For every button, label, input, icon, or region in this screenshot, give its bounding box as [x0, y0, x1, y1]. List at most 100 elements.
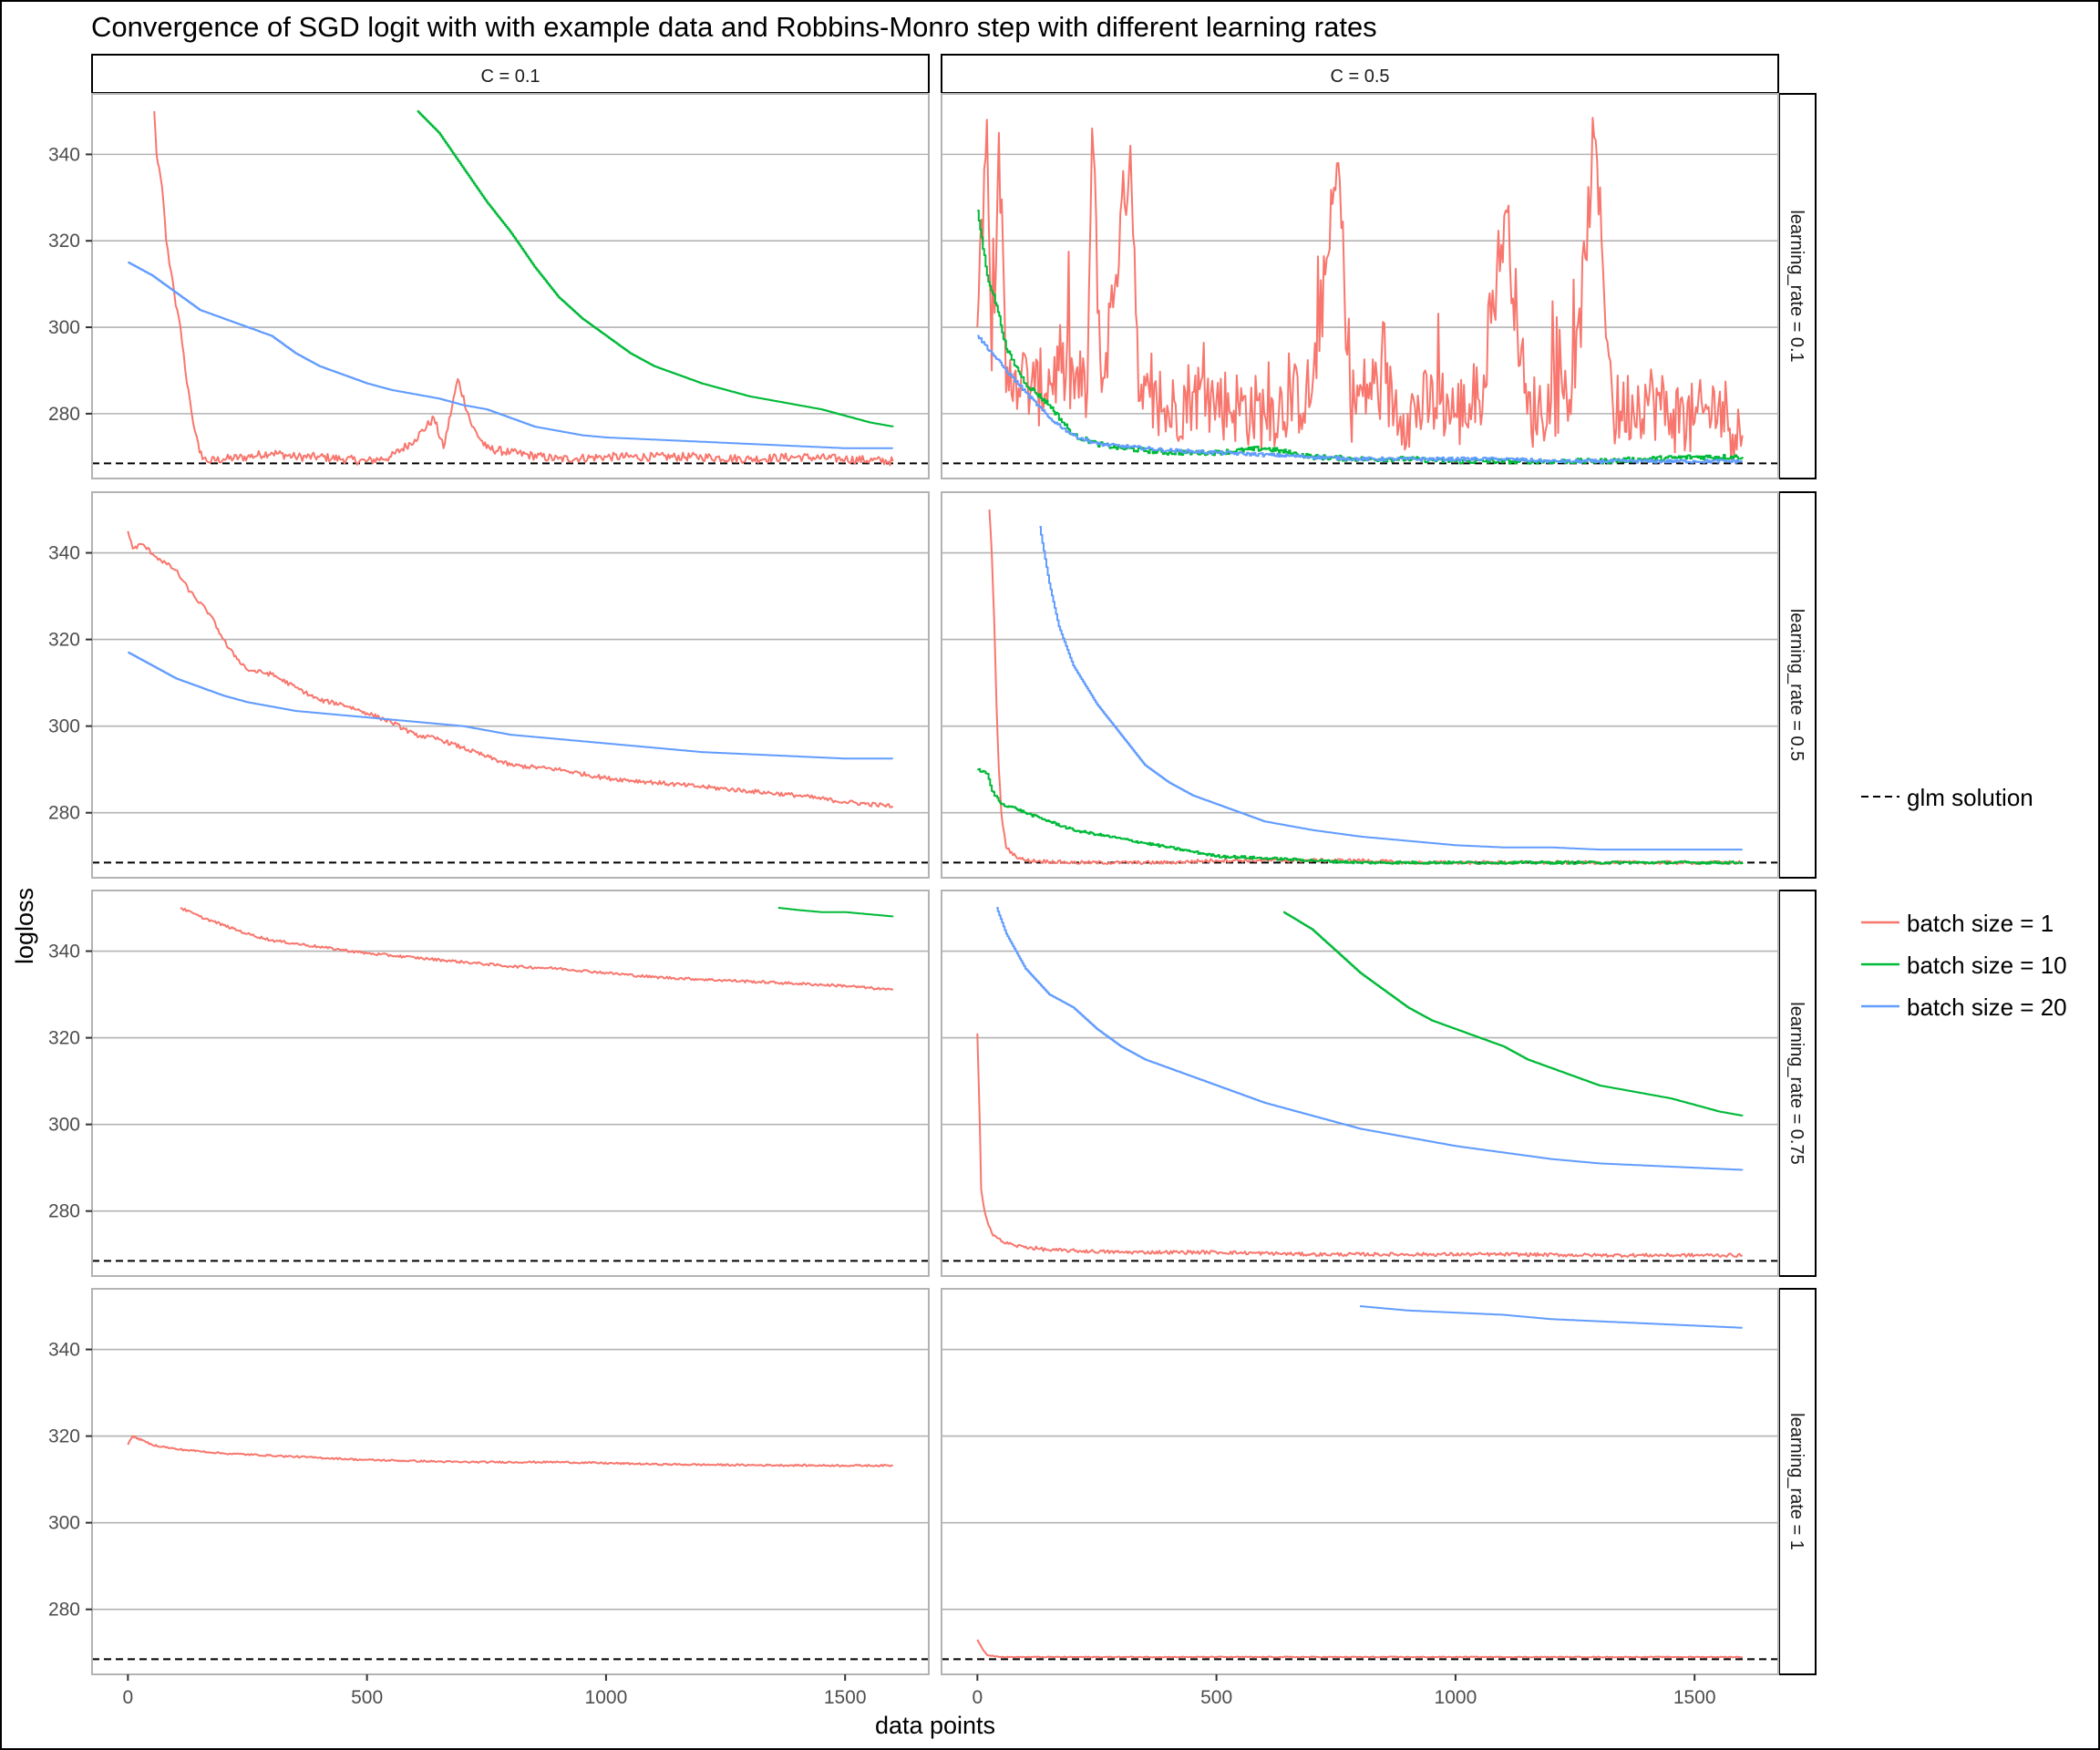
row-strip-box — [1778, 1288, 1817, 1675]
series-line-batch-size-20 — [977, 335, 1743, 464]
x-tick-label: 1500 — [824, 1687, 867, 1708]
y-tick-label: 300 — [48, 1115, 80, 1136]
series-line-batch-size-1 — [153, 110, 894, 467]
y-tick-label: 320 — [48, 231, 80, 252]
panel-2-1 — [92, 492, 929, 878]
column-strip-label: C = 0.5 — [1330, 67, 1389, 87]
facet-panels — [91, 93, 1779, 1675]
x-tick-label: 500 — [351, 1687, 383, 1708]
series-line-batch-size-20 — [128, 261, 893, 449]
y-tick-label: 320 — [48, 1028, 80, 1049]
panel-border — [941, 890, 1779, 1277]
y-tick-label: 280 — [48, 404, 80, 425]
panel-border — [941, 1288, 1779, 1675]
y-tick-label: 300 — [48, 317, 80, 338]
y-tick-label: 340 — [48, 543, 80, 564]
panel-4-2 — [942, 1289, 1778, 1674]
y-tick-label: 340 — [48, 144, 80, 165]
y-tick-label: 280 — [48, 1600, 80, 1621]
series-group — [976, 117, 1744, 465]
facet-row-strips: learning_rate = 0.1 learning_rate = 0.5 le… — [1778, 93, 1817, 1675]
y-tick-label: 320 — [48, 1426, 80, 1447]
x-tick-label: 0 — [122, 1687, 133, 1708]
series-group — [976, 1305, 1743, 1659]
series-group — [180, 907, 894, 992]
chart-title: Convergence of SGD logit with with examp… — [91, 11, 1377, 43]
series-line-batch-size-1 — [976, 117, 1744, 461]
y-tick-label: 340 — [48, 1340, 80, 1361]
x-tick-label: 1500 — [1673, 1687, 1716, 1708]
y-axis: 280 300 320 340 280 300 320 340 280 300 320 340 280 3… — [48, 144, 92, 1621]
panel-border — [91, 890, 930, 1277]
series-line-batch-size-20 — [1359, 1305, 1743, 1329]
panel-background — [92, 94, 929, 479]
legend-label-batch-size-1: batch size = 1 — [1907, 910, 2054, 937]
panel-background — [92, 890, 929, 1276]
series-line-batch-size-10 — [417, 110, 894, 427]
series-group — [977, 509, 1744, 866]
x-tick-label: 0 — [972, 1687, 983, 1708]
y-tick-label: 340 — [48, 942, 80, 962]
panel-border — [941, 491, 1779, 879]
y-tick-label: 300 — [48, 1513, 80, 1534]
y-tick-label: 320 — [48, 630, 80, 651]
legend-label-glm-solution: glm solution — [1907, 784, 2033, 811]
row-strip-box — [1778, 491, 1817, 879]
series-line-batch-size-20 — [996, 907, 1744, 1171]
series-line-batch-size-20 — [128, 651, 893, 760]
row-strip-box — [1778, 890, 1817, 1277]
legend-label-batch-size-20: batch size = 20 — [1907, 993, 2067, 1021]
y-tick-label: 300 — [48, 716, 80, 737]
series-group — [128, 110, 894, 467]
series-line-batch-size-1 — [976, 1033, 1744, 1259]
row-strip-label: learning_rate = 1 — [1786, 1413, 1807, 1550]
series-line-batch-size-1 — [976, 1639, 1743, 1659]
panel-background — [942, 890, 1778, 1276]
legend-label-batch-size-10: batch size = 10 — [1907, 952, 2067, 979]
panel-3-2 — [942, 890, 1778, 1276]
panel-background — [942, 1289, 1778, 1674]
panel-4-1 — [92, 1289, 929, 1674]
series-group — [976, 907, 1744, 1259]
x-tick-label: 500 — [1200, 1687, 1232, 1708]
series-group — [127, 1435, 893, 1467]
panel-1-2 — [942, 94, 1778, 479]
series-line-batch-size-10 — [777, 907, 894, 918]
panel-background — [942, 492, 1778, 878]
column-strip-label: C = 0.1 — [480, 67, 540, 87]
series-group — [127, 530, 894, 808]
y-tick-label: 280 — [48, 1201, 80, 1222]
panel-1-1 — [92, 94, 929, 479]
panel-border — [91, 93, 930, 479]
y-tick-label: 280 — [48, 803, 80, 824]
series-line-batch-size-1 — [127, 530, 894, 808]
x-axis: 0 500 1000 1500 0 500 1000 1500 — [122, 1674, 1716, 1708]
series-line-batch-size-1 — [127, 1435, 893, 1467]
x-axis-title: data points — [875, 1712, 995, 1739]
facet-column-strips: C = 0.1 C = 0.5 — [91, 54, 1779, 94]
column-strip-box — [91, 54, 930, 94]
legend: glm solution batch size = 1 batch size = 1… — [1861, 784, 2067, 1021]
row-strip-label: learning_rate = 0.75 — [1786, 1002, 1807, 1164]
y-axis-title: logloss — [11, 888, 38, 964]
x-tick-label: 1000 — [585, 1687, 628, 1708]
panel-border — [91, 1288, 930, 1675]
panel-3-1 — [92, 890, 929, 1276]
panel-2-2 — [942, 492, 1778, 878]
column-strip-box — [941, 54, 1779, 94]
series-line-batch-size-20 — [1039, 526, 1743, 851]
panel-border — [91, 491, 930, 879]
series-line-batch-size-10 — [977, 767, 1744, 865]
x-tick-label: 1000 — [1435, 1687, 1477, 1708]
panel-background — [942, 94, 1778, 479]
panel-background — [92, 492, 929, 878]
panel-background — [92, 1289, 929, 1674]
row-strip-label: learning_rate = 0.1 — [1786, 210, 1807, 362]
row-strip-box — [1778, 93, 1817, 479]
series-line-batch-size-10 — [1283, 911, 1744, 1117]
series-line-batch-size-1 — [180, 907, 894, 992]
panel-border — [941, 93, 1779, 479]
row-strip-label: learning_rate = 0.5 — [1786, 609, 1807, 761]
